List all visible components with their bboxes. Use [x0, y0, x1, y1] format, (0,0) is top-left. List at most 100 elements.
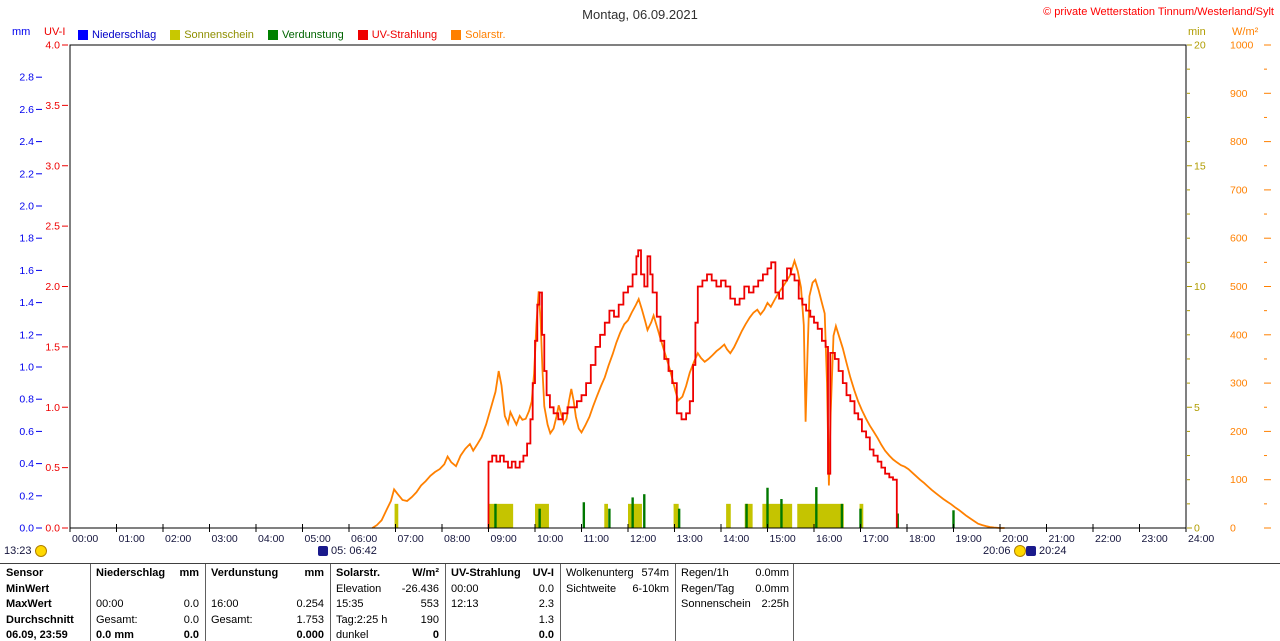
cell-label: Sichtweite: [566, 582, 617, 595]
svg-text:900: 900: [1230, 88, 1248, 100]
svg-text:2.0: 2.0: [45, 281, 60, 293]
legend-label-niederschlag: Niederschlag: [92, 29, 157, 41]
svg-text:14:00: 14:00: [723, 533, 749, 545]
sonnenschein-swatch: [170, 30, 181, 40]
cell-label: Regen/1h: [681, 567, 729, 579]
table-cell: [677, 613, 793, 629]
sunset-marker: 20:06: [983, 545, 1026, 557]
sunshine-bar: [744, 503, 753, 528]
table-row-label: MaxWert: [2, 597, 88, 613]
table-divider: [445, 564, 446, 641]
svg-text:00:00: 00:00: [72, 533, 98, 545]
table-cell: Elevation -26.436: [332, 582, 443, 598]
table-cell: Regen/Tag 0.0mm: [677, 582, 793, 598]
svg-text:700: 700: [1230, 184, 1248, 196]
table-cell: 00:00 0.0: [92, 597, 203, 613]
sunshine-bar: [726, 503, 731, 528]
cell-value: mm: [304, 567, 324, 579]
svg-text:1000: 1000: [1230, 40, 1254, 52]
svg-text:20: 20: [1194, 40, 1206, 52]
cell-label: 00:00: [451, 582, 479, 595]
table-cell: [677, 628, 793, 641]
svg-text:07:00: 07:00: [398, 533, 424, 545]
sunshine-bar: [535, 503, 549, 528]
legend: Niederschlag Sonnenschein Verdunstung UV…: [78, 29, 506, 41]
sun-icon: [1013, 545, 1026, 557]
cell-label: Tag:2:25 h: [336, 613, 388, 626]
table-cell: 1.3: [447, 613, 558, 629]
cell-value: 0.0: [183, 598, 199, 610]
page-title: Montag, 06.09.2021: [582, 7, 698, 22]
sunshine-bar: [673, 503, 679, 528]
table-cell: 0.0: [447, 628, 558, 641]
legend-label-uv-strahlung: UV-Strahlung: [371, 29, 438, 41]
table-cell: Gesamt: 1.753: [207, 613, 328, 629]
legend-item-uv-strahlung: UV-Strahlung: [357, 29, 438, 41]
table-row-label: Durchschnitt: [2, 613, 88, 629]
svg-text:22:00: 22:00: [1095, 533, 1121, 545]
svg-text:600: 600: [1230, 233, 1248, 245]
cell-value: 0.0: [538, 582, 554, 595]
cell-value: 1.3: [538, 613, 554, 626]
svg-text:1.8: 1.8: [19, 233, 34, 245]
row-label-text: MaxWert: [6, 598, 52, 610]
cell-value: 0: [432, 629, 439, 641]
svg-text:2.0: 2.0: [19, 201, 34, 213]
x-axis: 00:00 01:00 02:00 03:00 04:00 05:00 06:00 07:00…: [69, 524, 1214, 545]
sunshine-bar: [488, 503, 514, 528]
svg-text:02:00: 02:00: [165, 533, 191, 545]
row-label-column: Sensor MinWert MaxWert Durchschnitt 06.09, 2…: [2, 566, 88, 641]
cell-value: 574m: [641, 567, 669, 579]
cell-value: 0.0: [538, 629, 554, 641]
table-cell: Solarstr. W/m²: [332, 566, 443, 582]
legend-label-verdunstung: Verdunstung: [281, 29, 344, 41]
svg-text:3.5: 3.5: [45, 100, 60, 112]
cell-label: Verdunstung: [211, 567, 279, 579]
table-cell: [562, 613, 673, 629]
table-cell: 0.0 mm 0.0: [92, 628, 203, 641]
cell-label: Solarstr.: [336, 567, 381, 579]
row-label-text: 06.09, 23:59: [6, 629, 68, 641]
cell-value: 2:25h: [761, 598, 789, 610]
svg-text:11:00: 11:00: [584, 533, 610, 545]
cell-label: 0.0 mm: [96, 629, 134, 641]
table-divider: [90, 564, 91, 641]
cell-label: Elevation: [336, 582, 382, 595]
svg-text:200: 200: [1230, 426, 1248, 438]
svg-text:13:00: 13:00: [677, 533, 703, 545]
weather-chart: 00:00 01:00 02:00 03:00 04:00 05:00 06:00 07:00…: [19, 40, 1271, 545]
moonset-marker: 20:24: [1026, 545, 1067, 557]
table-cell: Regen/1h 0.0mm: [677, 566, 793, 582]
legend-item-sonnenschein: Sonnenschein: [170, 29, 254, 41]
svg-text:2.2: 2.2: [19, 168, 34, 180]
svg-text:5: 5: [1194, 402, 1200, 414]
table-cell: [562, 597, 673, 613]
svg-text:400: 400: [1230, 329, 1248, 341]
svg-text:2.8: 2.8: [19, 72, 34, 84]
cell-label: Sonnenschein: [681, 598, 751, 610]
sunshine-bar: [628, 503, 642, 528]
svg-text:10: 10: [1194, 281, 1206, 293]
series-layer: [371, 249, 1005, 529]
cell-label: Wolkenunterg: [566, 567, 634, 579]
svg-text:0.0: 0.0: [45, 523, 60, 535]
svg-text:1.2: 1.2: [19, 329, 34, 341]
legend-label-solarstr: Solarstr.: [465, 29, 506, 41]
mm-axis-unit: mm: [12, 26, 31, 38]
svg-text:23:00: 23:00: [1142, 533, 1168, 545]
cell-value: 0.000: [296, 629, 324, 641]
table-column-regen: Regen/1h 0.0mm Regen/Tag 0.0mm Sonnenschein 2…: [677, 566, 793, 641]
cell-value: 0.0mm: [755, 567, 789, 579]
solar-line: [371, 257, 1005, 529]
svg-text:0.4: 0.4: [19, 458, 34, 470]
svg-text:0.5: 0.5: [45, 462, 60, 474]
table-column-uv-strahlung: UV-Strahlung UV-I 00:00 0.0 12:13 2.3 1.3 0.0: [447, 566, 558, 641]
sunrise-value: 05: 06:42: [331, 545, 377, 557]
table-column-sicht: Wolkenunterg 574m Sichtweite 6-10km: [562, 566, 673, 641]
table-cell: [207, 582, 328, 598]
svg-text:17:00: 17:00: [863, 533, 889, 545]
svg-text:2.4: 2.4: [19, 136, 34, 148]
table-cell: 16:00 0.254: [207, 597, 328, 613]
table-cell: Sichtweite 6-10km: [562, 582, 673, 598]
daylength-value: 13:23: [4, 545, 32, 557]
